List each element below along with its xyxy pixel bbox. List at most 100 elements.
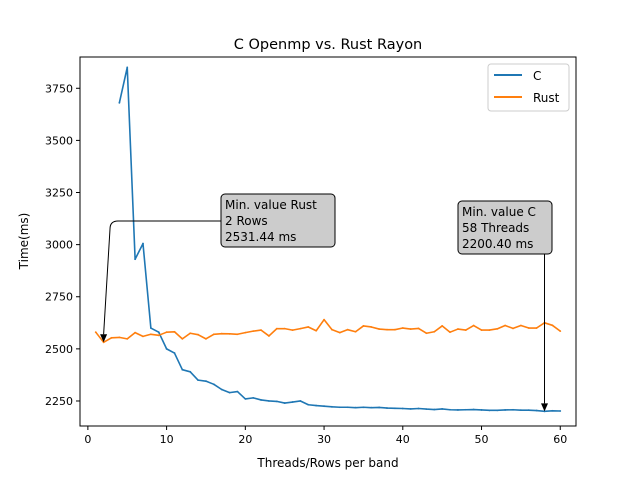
data-point-c (370, 406, 373, 409)
data-point-c (165, 347, 168, 350)
x-tick-label: 60 (553, 433, 567, 446)
data-point-c (142, 242, 144, 245)
data-point-c (346, 406, 349, 409)
data-point-c (535, 409, 538, 412)
data-point-rust (220, 332, 223, 335)
series-line-rust (95, 318, 561, 344)
data-point-rust (409, 328, 412, 330)
data-point-rust (464, 329, 467, 332)
data-point-rust (236, 333, 239, 336)
data-point-c (299, 400, 302, 402)
data-point-rust (149, 333, 152, 336)
data-point-rust (283, 327, 286, 330)
data-point-rust (118, 336, 121, 339)
data-point-c (118, 101, 121, 104)
data-point-c (512, 408, 514, 411)
data-point-rust (110, 336, 113, 339)
data-point-rust (512, 327, 514, 330)
data-point-rust (504, 324, 507, 327)
data-point-c (181, 368, 184, 371)
data-point-rust (535, 327, 538, 329)
data-point-rust (354, 330, 357, 333)
x-tick-label: 50 (475, 433, 489, 446)
data-point-c (551, 409, 554, 412)
data-point-c (197, 379, 199, 382)
data-point-rust (157, 334, 160, 337)
annotation-text-c: 58 Threads (462, 221, 529, 235)
annotation-arrowhead-rust (100, 334, 108, 343)
data-point-rust (142, 335, 144, 338)
data-point-rust (228, 332, 231, 335)
data-point-rust (472, 324, 475, 327)
data-point-rust (94, 331, 97, 334)
x-axis-label: Threads/Rows per band (256, 456, 398, 470)
data-point-rust (496, 327, 499, 330)
data-point-c (559, 410, 562, 412)
data-point-rust (370, 326, 373, 328)
data-point-rust (433, 330, 436, 333)
data-point-c (331, 405, 333, 408)
data-point-rust (394, 328, 396, 331)
data-point-rust (519, 324, 522, 327)
x-tick-label: 40 (396, 433, 410, 446)
annotation-box-c (457, 200, 553, 255)
data-point-c (433, 408, 436, 411)
y-tick-label: 2750 (45, 291, 73, 304)
data-point-rust (527, 327, 530, 329)
data-point-rust (126, 337, 129, 340)
data-point-c (519, 409, 522, 412)
data-point-c (457, 409, 459, 411)
data-point-rust (386, 328, 388, 331)
data-point-rust (315, 329, 318, 332)
y-tick-label: 3500 (45, 134, 73, 147)
data-point-c (488, 409, 491, 412)
data-point-c (496, 409, 499, 412)
data-point-rust (260, 329, 262, 332)
data-point-c (394, 407, 396, 410)
data-point-c (338, 406, 341, 409)
data-point-c (189, 370, 192, 373)
y-tick-label: 2250 (45, 395, 73, 408)
data-point-c (449, 408, 451, 411)
data-point-rust (181, 337, 184, 340)
data-point-c (157, 331, 160, 334)
data-point-rust (378, 328, 381, 330)
data-point-c (425, 408, 428, 411)
data-point-c (173, 352, 176, 354)
annotation-text-rust: 2531.44 ms (225, 230, 296, 244)
data-point-rust (480, 329, 483, 332)
data-point-rust (134, 331, 137, 334)
data-point-rust (338, 331, 341, 334)
x-tick-label: 0 (84, 433, 91, 446)
data-point-rust (323, 318, 325, 321)
data-point-c (252, 396, 255, 399)
data-point-rust (449, 331, 451, 334)
annotation-box-rust (220, 193, 336, 248)
data-point-c (283, 402, 286, 404)
data-point-c (386, 407, 388, 409)
data-point-c (134, 258, 137, 261)
annotation-arrow-rust (103, 220, 221, 335)
data-point-c (291, 401, 294, 403)
data-point-c (362, 406, 365, 409)
data-point-c (126, 66, 129, 69)
y-tick-label: 3250 (45, 187, 73, 200)
annotation-text-rust: Min. value Rust (225, 198, 317, 212)
x-tick-label: 20 (238, 433, 252, 446)
y-tick-label: 3750 (45, 82, 73, 95)
data-point-c (220, 388, 223, 391)
legend: C Rust (487, 63, 570, 112)
data-point-rust (212, 333, 215, 336)
annotation-text-c: 2200.40 ms (462, 237, 533, 251)
data-point-rust (291, 329, 294, 332)
series-rust (94, 318, 562, 344)
data-point-c (354, 406, 357, 409)
annotations-layer: Min. value Rust 2 Rows 2531.44 ms Min. valu… (100, 193, 553, 412)
data-point-c (149, 327, 152, 329)
data-point-c (228, 391, 231, 394)
data-point-rust (417, 327, 420, 330)
annotation-text-c: Min. value C (462, 205, 536, 219)
data-point-c (244, 397, 247, 400)
data-point-rust (441, 325, 444, 327)
